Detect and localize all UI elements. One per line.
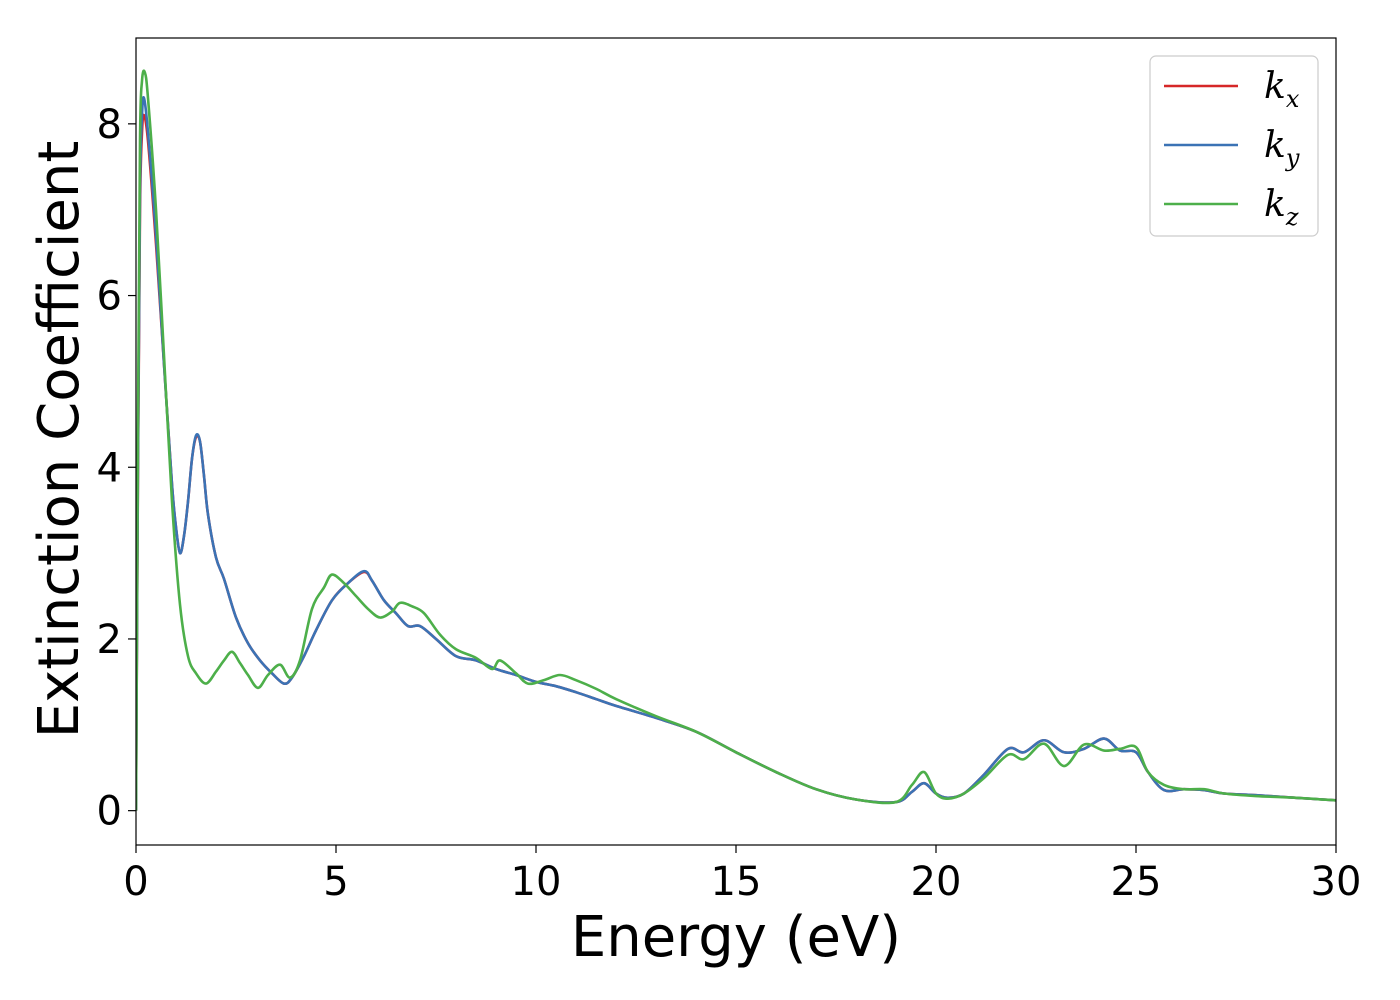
x-tick-label: 0 <box>123 859 148 905</box>
series-layer <box>136 69 1336 811</box>
x-tick-label: 20 <box>911 859 962 905</box>
x-tick-label: 10 <box>511 859 562 905</box>
y-tick-label: 8 <box>97 102 122 148</box>
legend-label-subscript: z <box>1285 203 1299 231</box>
legend-label-z: kz <box>1264 184 1299 231</box>
y-tick-label: 6 <box>97 274 122 320</box>
y-axis-label: Extinction Coefficient <box>27 141 92 739</box>
legend-label-subscript: x <box>1286 85 1300 113</box>
legend-label-y: ky <box>1264 125 1300 172</box>
x-tick-label: 25 <box>1111 859 1162 905</box>
legend-label-base: k <box>1264 66 1286 107</box>
ticks-layer: 0 5 10 15 20 25 30 0 2 4 6 8 <box>97 102 1362 905</box>
series-line-y <box>136 96 1336 811</box>
x-tick-label: 15 <box>711 859 762 905</box>
y-tick-label: 0 <box>97 789 122 835</box>
series-line-z <box>136 69 1336 811</box>
legend-label-base: k <box>1264 184 1286 225</box>
x-axis-label: Energy (eV) <box>571 905 901 970</box>
x-tick-label: 30 <box>1311 859 1362 905</box>
legend-label-x: kx <box>1264 66 1300 113</box>
y-tick-label: 4 <box>97 445 122 491</box>
x-tick-label: 5 <box>323 859 348 905</box>
legend-label-base: k <box>1264 125 1286 166</box>
legend-label-subscript: y <box>1285 144 1300 172</box>
y-tick-label: 2 <box>97 617 122 663</box>
